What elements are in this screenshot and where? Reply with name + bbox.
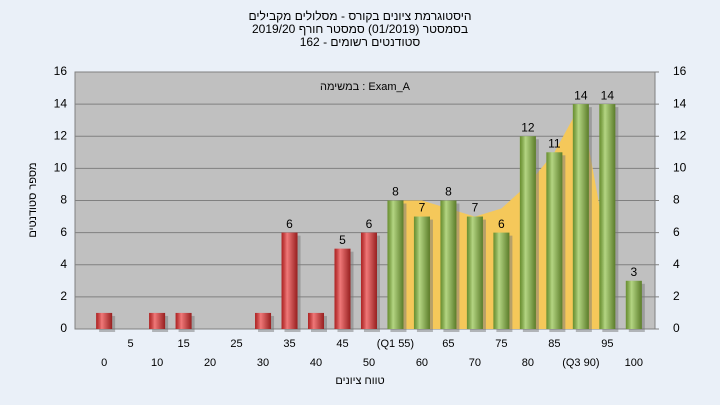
bar-shading [255, 312, 272, 329]
x-tick-label: 15 [177, 338, 189, 350]
x-tick-label: 5 [128, 338, 134, 350]
bar-shading [360, 232, 377, 329]
bar-shading [387, 200, 404, 329]
value-label: 6 [366, 217, 373, 231]
x-tick-label: 10 [151, 357, 163, 369]
bar-shading [413, 216, 430, 329]
x-tick-label: 0 [101, 357, 107, 369]
x-tick-label: 60 [416, 357, 428, 369]
bar-shading [175, 312, 192, 329]
x-tick-label: 95 [601, 338, 613, 350]
chart-title: היסטוגרמת ציונים בקורס - מסלולים מקבילים [249, 9, 472, 23]
y2-tick-label: 16 [673, 64, 687, 78]
bar-shading [308, 312, 325, 329]
x-tick-label: 100 [625, 357, 643, 369]
bar-shading [281, 232, 298, 329]
y-tick-label: 2 [60, 289, 67, 303]
bar-shading [149, 312, 166, 329]
y-tick-label: 6 [60, 225, 67, 239]
value-label: 8 [445, 185, 452, 199]
y2-tick-label: 14 [673, 96, 687, 110]
x-tick-label: 25 [230, 338, 242, 350]
y-tick-label: 10 [54, 161, 68, 175]
bar-shading [625, 280, 642, 329]
value-label: 12 [521, 120, 535, 134]
x-tick-label: (Q3 90) [562, 357, 599, 369]
y2-tick-label: 10 [673, 161, 687, 175]
y2-tick-label: 6 [673, 225, 680, 239]
value-label: 5 [339, 233, 346, 247]
x-tick-label: 70 [469, 357, 481, 369]
y2-tick-label: 2 [673, 289, 680, 303]
bar-shading [599, 104, 616, 329]
y2-tick-label: 0 [673, 321, 680, 335]
x-tick-label: 40 [310, 357, 322, 369]
value-label: 11 [548, 136, 561, 150]
y-tick-label: 16 [54, 64, 68, 78]
x-axis-label: טווח ציונים [335, 375, 384, 387]
bar-shading [546, 152, 563, 329]
y-tick-label: 8 [60, 193, 67, 207]
bar-shading [519, 136, 536, 329]
bar-shading [96, 312, 113, 329]
bar-shading [493, 232, 510, 329]
bar-shading [334, 248, 351, 329]
x-tick-label: 30 [257, 357, 269, 369]
bar-shading [466, 216, 483, 329]
y-axis-label: מספר סטודנטים [27, 162, 39, 237]
x-tick-label: 85 [548, 338, 560, 350]
value-label: 7 [419, 201, 426, 215]
subtitle: סטודנטים רשומים - 162 [300, 35, 421, 49]
y2-tick-label: 8 [673, 193, 680, 207]
bar-shading [440, 200, 457, 329]
value-label: 8 [392, 185, 399, 199]
x-tick-label: 80 [522, 357, 534, 369]
bar-shading [572, 104, 589, 329]
value-label: 6 [286, 217, 293, 231]
x-tick-label: 65 [442, 338, 454, 350]
x-tick-label: 45 [336, 338, 348, 350]
value-label: 3 [630, 265, 637, 279]
y-tick-label: 14 [54, 96, 68, 110]
y2-tick-label: 4 [673, 257, 680, 271]
value-label: 14 [601, 88, 615, 102]
value-label: 6 [498, 217, 505, 231]
subtitle: בסמסטר (01/2019) סמסטר חורף 2019/20 [252, 22, 468, 36]
x-tick-label: 75 [495, 338, 507, 350]
x-tick-label: (Q1 55) [377, 338, 414, 350]
x-tick-label: 20 [204, 357, 216, 369]
y2-tick-label: 12 [673, 128, 687, 142]
x-tick-label: 35 [283, 338, 295, 350]
y-tick-label: 12 [54, 128, 68, 142]
x-tick-label: 50 [363, 357, 375, 369]
annotation: במשימה : Exam_A [320, 81, 411, 93]
y-tick-label: 4 [60, 257, 67, 271]
value-label: 14 [574, 88, 588, 102]
y-tick-label: 0 [60, 321, 67, 335]
value-label: 7 [472, 201, 479, 215]
